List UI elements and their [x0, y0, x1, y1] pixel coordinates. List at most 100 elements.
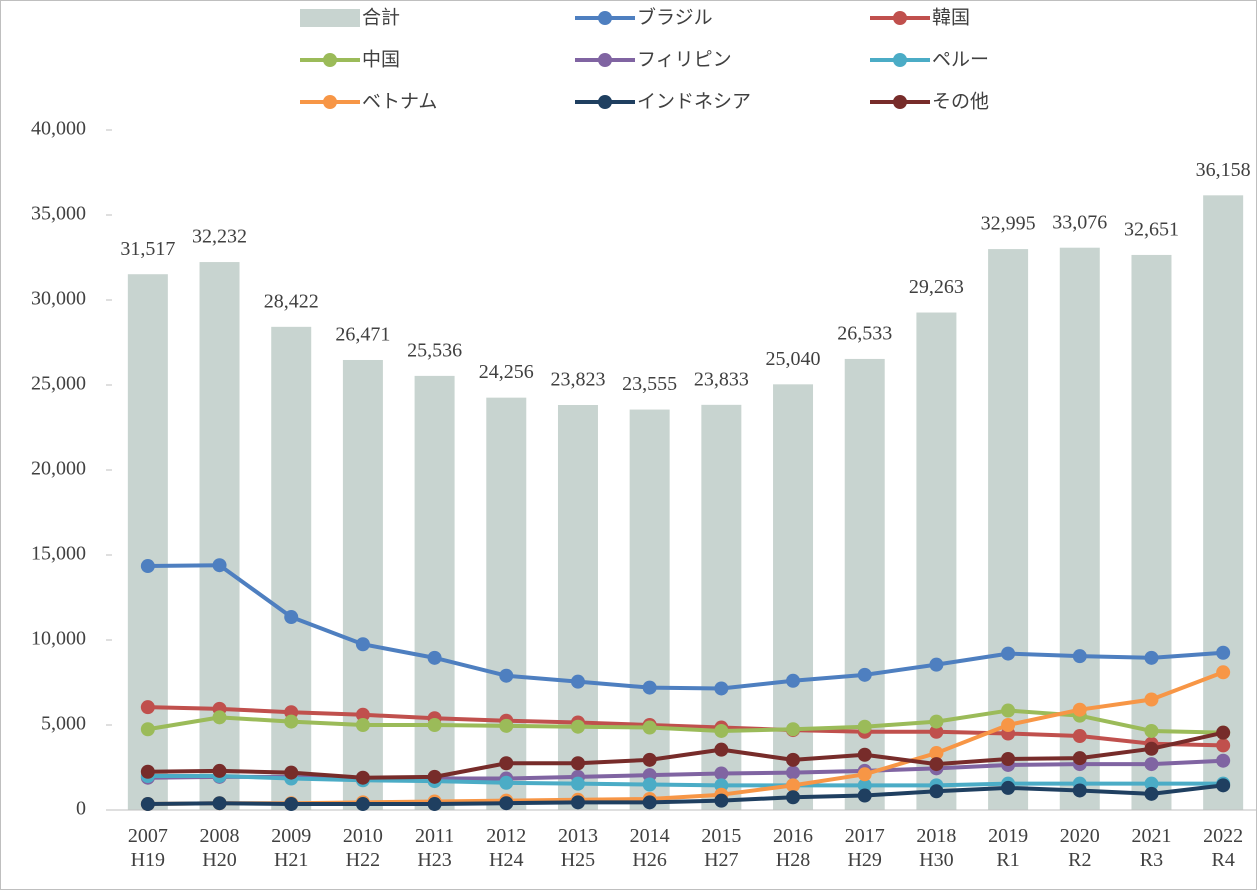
marker: [786, 778, 801, 793]
bar: [701, 404, 742, 810]
marker: [355, 770, 370, 785]
legend-marker: [323, 95, 337, 109]
y-tick-label: 40,000: [31, 118, 86, 140]
legend-marker: [323, 53, 337, 67]
marker: [714, 723, 729, 738]
marker: [929, 746, 944, 761]
x-tick-label: 2014 H26: [629, 825, 670, 871]
bar: [773, 384, 814, 810]
data-label: 25,536: [407, 339, 462, 361]
marker: [570, 756, 585, 771]
y-tick-label: 5,000: [41, 713, 86, 735]
legend-label: 中国: [362, 49, 400, 71]
marker: [786, 673, 801, 688]
legend-label: ペルー: [932, 49, 989, 71]
marker: [1144, 776, 1159, 791]
y-tick-label: 30,000: [31, 288, 86, 310]
bar: [1203, 195, 1244, 811]
marker: [140, 559, 155, 574]
data-label: 32,232: [192, 226, 247, 248]
marker: [714, 766, 729, 781]
marker: [929, 757, 944, 772]
marker: [1001, 780, 1016, 795]
x-tick-label: 2009 H21: [271, 825, 312, 871]
x-tick-label: 2019 R1: [988, 825, 1029, 871]
bar: [199, 262, 240, 810]
y-tick-label: 10,000: [31, 628, 86, 650]
marker: [1072, 783, 1087, 798]
data-label: 31,517: [120, 238, 175, 260]
marker: [427, 718, 442, 732]
marker: [284, 765, 299, 780]
legend-label: 韓国: [932, 7, 970, 29]
bar: [629, 409, 670, 810]
marker: [642, 777, 657, 792]
legend-label: その他: [932, 91, 989, 113]
bar: [1131, 254, 1172, 811]
x-tick-label: 2008 H20: [199, 825, 240, 871]
marker: [212, 763, 227, 778]
legend-marker: [893, 53, 907, 67]
bar: [414, 375, 455, 810]
line: [147, 705, 1224, 748]
marker: [355, 718, 370, 732]
marker: [140, 764, 155, 779]
marker: [929, 784, 944, 799]
legend-label: ブラジル: [637, 6, 713, 29]
marker: [1072, 702, 1087, 717]
legend-label: 合計: [362, 7, 400, 29]
marker: [857, 767, 872, 782]
marker: [1001, 752, 1016, 766]
marker: [1144, 786, 1159, 801]
x-tick-label: 2013 H25: [557, 825, 598, 871]
marker: [212, 796, 227, 811]
marker: [140, 700, 155, 715]
data-label: 33,076: [1052, 211, 1107, 233]
marker: [714, 793, 729, 808]
marker: [1216, 665, 1231, 680]
marker: [1144, 723, 1159, 738]
marker: [1216, 738, 1231, 753]
y-tick-label: 20,000: [31, 458, 86, 480]
marker: [1001, 703, 1016, 718]
y-tick-label: 15,000: [31, 543, 86, 565]
marker: [857, 778, 872, 793]
marker: [929, 657, 944, 672]
marker: [786, 752, 801, 767]
marker: [642, 680, 657, 695]
marker: [499, 668, 514, 683]
line: [147, 730, 1224, 780]
marker: [140, 722, 155, 737]
y-tick-label: 0: [76, 798, 86, 820]
legend-marker: [598, 11, 612, 25]
marker: [570, 795, 585, 810]
data-label: 26,471: [335, 324, 390, 346]
x-tick-label: 2012 H24: [486, 825, 527, 871]
legend-label: フィリピン: [637, 49, 732, 71]
bar: [557, 405, 598, 810]
marker: [570, 776, 585, 791]
marker: [642, 795, 657, 810]
data-label: 23,823: [550, 369, 605, 391]
marker: [929, 714, 944, 729]
marker: [284, 610, 299, 625]
data-label: 24,256: [479, 361, 534, 383]
bar: [1059, 247, 1100, 810]
legend-swatch: [300, 9, 360, 27]
data-label: 32,995: [981, 213, 1036, 235]
x-tick-label: 2015 H27: [701, 825, 742, 871]
bar: [342, 359, 383, 810]
marker: [714, 681, 729, 696]
marker: [1001, 718, 1016, 732]
marker: [1144, 757, 1159, 772]
data-label: 23,833: [694, 368, 749, 390]
data-label: 36,158: [1196, 159, 1251, 181]
marker: [786, 722, 801, 737]
marker: [1216, 645, 1231, 660]
bar: [486, 397, 527, 810]
x-tick-label: 2020 R2: [1059, 825, 1100, 871]
marker: [570, 719, 585, 734]
marker: [1216, 753, 1231, 768]
